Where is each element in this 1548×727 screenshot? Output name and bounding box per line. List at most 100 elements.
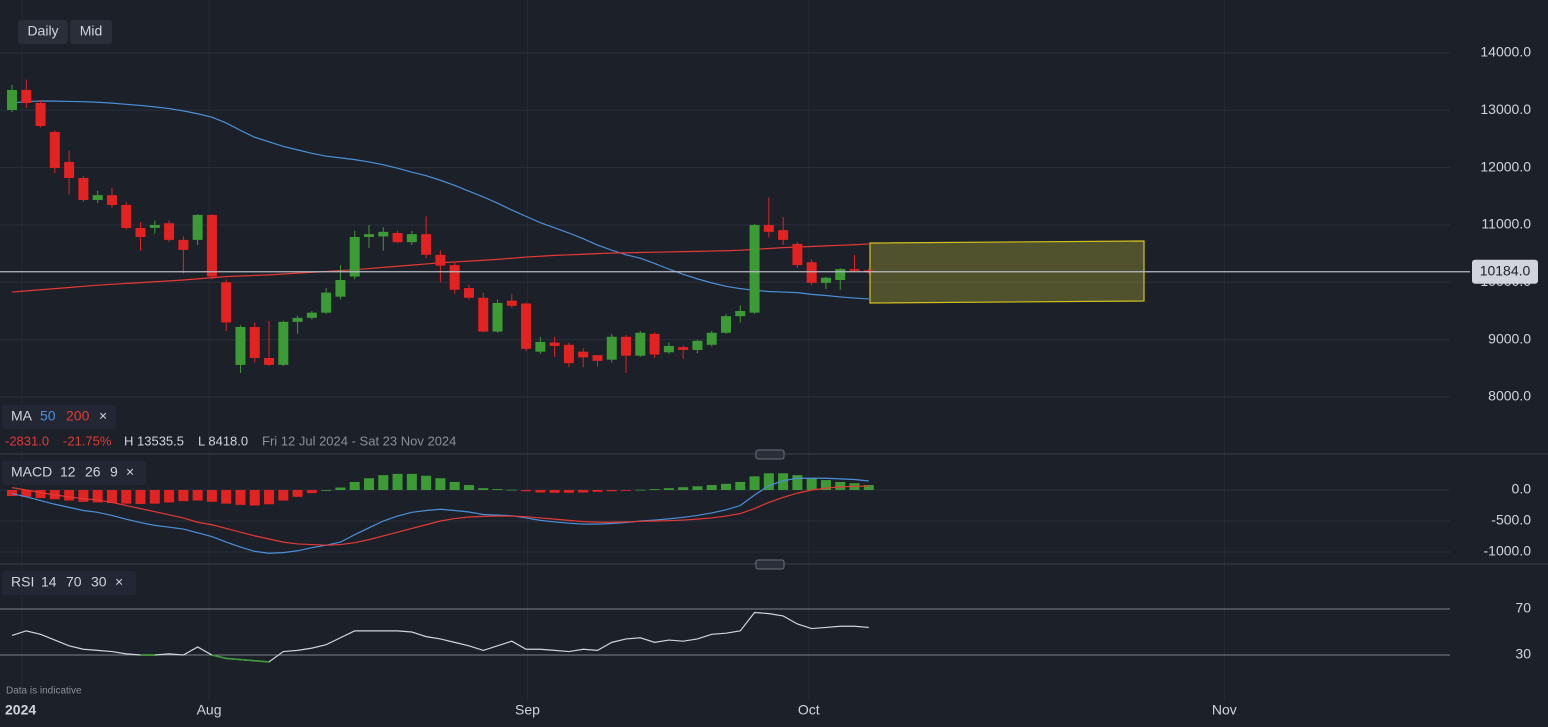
histogram-bar: [663, 488, 674, 491]
histogram-bar: [149, 490, 160, 504]
indicator-name[interactable]: MA: [11, 408, 33, 424]
histogram-bar: [835, 481, 846, 491]
candle-body: [321, 292, 332, 313]
histogram-bar: [720, 483, 731, 491]
indicator-box: [2, 571, 136, 595]
histogram-bar: [678, 487, 689, 491]
rsi-oversold-segment: [211, 654, 227, 660]
candle-body: [206, 214, 217, 277]
candle-body: [806, 262, 817, 283]
interval-button[interactable]: [18, 20, 68, 44]
candle-body: [178, 239, 189, 250]
candle-body: [549, 342, 560, 346]
histogram-bar: [592, 490, 603, 492]
candle-body: [863, 270, 874, 272]
candle-body: [221, 282, 232, 323]
period-high: H 13535.5: [124, 433, 184, 448]
candle-body: [706, 332, 717, 345]
x-tick-label: Nov: [1212, 702, 1237, 718]
histogram-bar: [521, 490, 532, 492]
candle-body: [164, 223, 175, 240]
histogram-bar: [621, 490, 632, 491]
candle-body: [378, 231, 389, 237]
histogram-bar: [549, 490, 560, 493]
price-type-button[interactable]: [70, 20, 112, 44]
candle-body: [392, 233, 403, 243]
y-tick-label: -1000.0: [1484, 543, 1532, 559]
resize-handle[interactable]: [755, 559, 785, 570]
histogram-bar: [78, 490, 89, 502]
candle-body: [92, 195, 103, 200]
candle-body: [649, 333, 660, 355]
macd-line: [11, 477, 869, 554]
period-low: L 8418.0: [198, 433, 248, 448]
indicator-name[interactable]: MACD: [11, 464, 52, 480]
indicator-name[interactable]: RSI: [11, 574, 34, 590]
date-range: Fri 12 Jul 2024 - Sat 23 Nov 2024: [262, 433, 456, 448]
candle-body: [535, 341, 546, 352]
histogram-bar: [178, 490, 189, 502]
candle-body: [763, 224, 774, 232]
candle-body: [292, 317, 303, 322]
histogram-bar: [164, 490, 175, 503]
candle-body: [621, 336, 632, 356]
candle-body: [606, 336, 617, 360]
indicator-box: [2, 461, 146, 485]
histogram-bar: [635, 489, 646, 491]
rsi-oversold-segment: [254, 659, 270, 663]
indicator-param: 12: [60, 464, 76, 480]
histogram-bar: [278, 490, 289, 501]
histogram-bar: [363, 478, 374, 491]
histogram-bar: [321, 490, 332, 491]
plot: 2024AugSepOctNov8000.09000.010000.011000…: [0, 44, 1538, 718]
candle-body: [678, 347, 689, 350]
histogram-bar: [221, 490, 232, 504]
macd-line: [11, 485, 869, 546]
legend-entry: 50: [40, 408, 56, 424]
close-icon[interactable]: ×: [99, 408, 107, 424]
histogram-bar: [749, 476, 760, 491]
histogram-bar: [421, 475, 432, 491]
indicator-param: 9: [110, 464, 118, 480]
histogram-bar: [792, 475, 803, 491]
histogram-bar: [863, 485, 874, 491]
histogram-bar: [806, 478, 817, 491]
candle-body: [106, 195, 117, 205]
y-tick-label: -500.0: [1491, 512, 1531, 528]
close-icon[interactable]: ×: [126, 464, 134, 480]
y-tick-label: 70: [1515, 600, 1531, 616]
histogram-bar: [392, 473, 403, 491]
histogram-bar: [778, 473, 789, 491]
candle-body: [406, 234, 417, 243]
resize-handle[interactable]: [755, 449, 785, 460]
candle-body: [635, 332, 646, 356]
histogram-bar: [21, 490, 32, 497]
histogram-bar: [406, 473, 417, 491]
histogram-bar: [6, 490, 17, 497]
histogram-bar: [535, 490, 546, 493]
y-tick-label: 12000.0: [1480, 158, 1531, 174]
change: -2831.0: [5, 433, 49, 448]
candle-body: [192, 214, 203, 240]
price-type[interactable]: Mid: [80, 23, 103, 39]
candle-body: [121, 204, 132, 228]
candle-body: [720, 316, 731, 333]
candle-body: [64, 161, 75, 178]
close-icon[interactable]: ×: [115, 574, 123, 590]
histogram-bar: [306, 490, 317, 494]
interval[interactable]: Daily: [27, 23, 58, 39]
histogram-bar: [349, 481, 360, 491]
y-tick-label: 0.0: [1512, 481, 1532, 497]
indicator-box: [2, 405, 116, 429]
histogram-bar: [506, 489, 517, 491]
candle-body: [135, 227, 146, 237]
histogram-bar: [121, 490, 132, 504]
histogram-bar: [92, 490, 103, 503]
footnote: Data is indicative: [6, 686, 82, 697]
histogram-bar: [335, 487, 346, 491]
histogram-bar: [135, 490, 146, 504]
candle-body: [478, 297, 489, 332]
candle-body: [663, 345, 674, 353]
histogram-bar: [563, 490, 574, 493]
candle-body: [264, 357, 275, 365]
